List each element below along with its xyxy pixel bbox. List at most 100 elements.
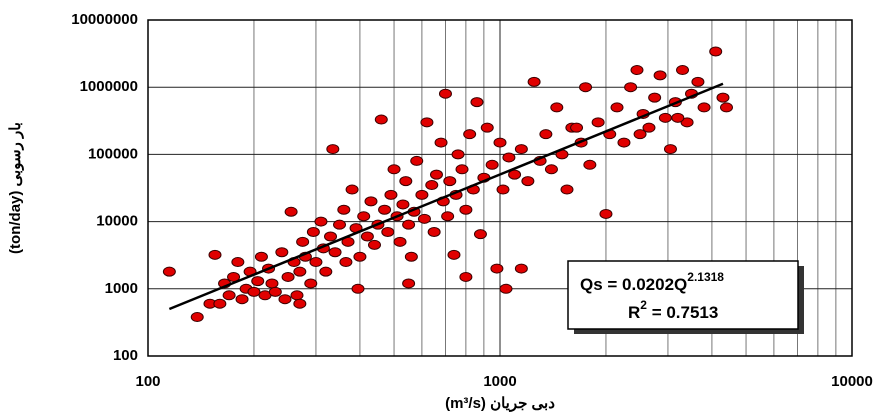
point (570, 122, 584, 133)
point (490, 263, 504, 274)
x-tick-label: 1000 (483, 373, 516, 390)
point (402, 219, 416, 230)
point (399, 176, 413, 187)
point (328, 247, 342, 258)
point (502, 152, 516, 163)
point (633, 129, 647, 140)
point (451, 149, 465, 160)
r-squared: R2 = 0.7513 (628, 298, 718, 322)
point (367, 239, 381, 250)
point (709, 46, 723, 57)
point (284, 206, 298, 217)
y-tick-label: 1000 (105, 280, 138, 297)
point (514, 144, 528, 155)
point (337, 204, 351, 215)
x-tick-label: 10000 (831, 373, 873, 390)
point (393, 236, 407, 247)
point (447, 249, 461, 260)
point (247, 286, 261, 297)
x-axis-label: (m³/s) دبی جریان (445, 395, 555, 412)
point (417, 213, 431, 224)
point (415, 189, 429, 200)
point (306, 227, 320, 238)
r2-exponent: 2 (640, 298, 647, 312)
point (281, 271, 295, 282)
box (567, 260, 799, 330)
point (459, 271, 473, 282)
point (275, 247, 289, 258)
point (485, 159, 499, 170)
point (427, 227, 441, 238)
point (402, 278, 416, 289)
point (653, 70, 667, 81)
y-tick-label: 10000000 (71, 11, 138, 28)
point (459, 204, 473, 215)
point (539, 129, 553, 140)
point (324, 231, 338, 242)
equation-box: Qs = 0.0202Q2.1318 R2 = 0.7513 (567, 260, 804, 334)
point (319, 266, 333, 277)
point (213, 298, 227, 309)
r2-rest: = 0.7513 (647, 303, 718, 322)
point (231, 257, 245, 268)
point (381, 227, 395, 238)
point (719, 102, 733, 113)
point (480, 122, 494, 133)
point (630, 65, 644, 76)
point (425, 180, 439, 191)
point (560, 184, 574, 195)
equation-base: Qs = 0.0202Q (580, 275, 687, 294)
point (265, 278, 279, 289)
point (353, 251, 367, 262)
y-axis-label: (ton/day) بار رسوبی (7, 122, 24, 254)
point (404, 251, 418, 262)
point (293, 298, 307, 309)
y-tick-label: 100 (113, 347, 138, 364)
point (296, 236, 310, 247)
point (455, 164, 469, 175)
point (443, 176, 457, 187)
point (691, 76, 705, 87)
point (208, 249, 222, 260)
point (360, 231, 374, 242)
point (162, 266, 176, 277)
point (550, 102, 564, 113)
point (499, 283, 513, 294)
point (278, 294, 292, 305)
point (514, 263, 528, 274)
fit-line (168, 82, 724, 311)
point (697, 102, 711, 113)
point (190, 312, 204, 323)
point (676, 65, 690, 76)
point (384, 189, 398, 200)
point (508, 169, 522, 180)
point (374, 114, 388, 125)
point (663, 144, 677, 155)
point (345, 184, 359, 195)
point (254, 251, 268, 262)
point (434, 137, 448, 148)
y-tick-label: 100000 (88, 145, 138, 162)
point (227, 271, 241, 282)
point (222, 290, 236, 301)
point (420, 117, 434, 128)
point (716, 92, 730, 103)
point (680, 117, 694, 128)
point (544, 164, 558, 175)
point (521, 176, 535, 187)
point (599, 208, 613, 219)
point (364, 196, 378, 207)
point (429, 169, 443, 180)
x-tick-label: 100 (135, 373, 160, 390)
point (235, 294, 249, 305)
point (290, 290, 304, 301)
point (610, 102, 624, 113)
point (438, 88, 452, 99)
point (304, 278, 318, 289)
r2-base: R (628, 303, 640, 322)
point (583, 159, 597, 170)
point (642, 122, 656, 133)
point (617, 137, 631, 148)
equation-exponent: 2.1318 (687, 270, 724, 284)
